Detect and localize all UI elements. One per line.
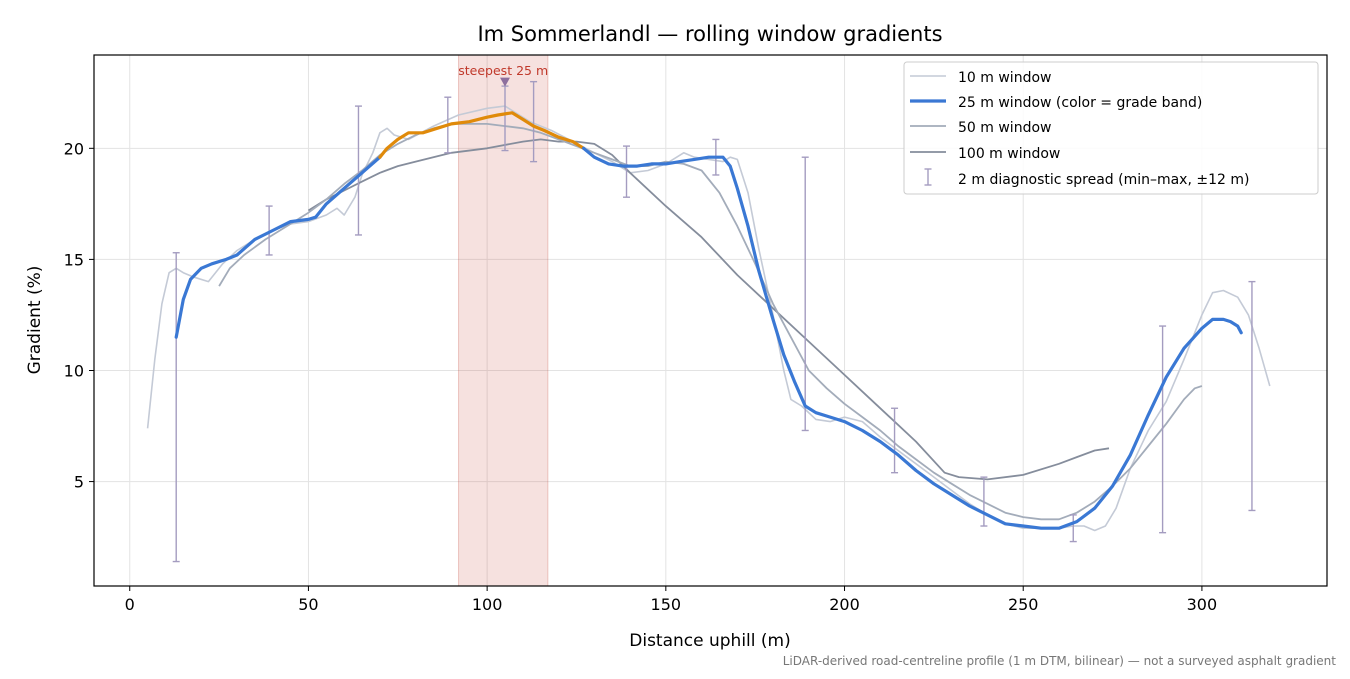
steepest-window-band xyxy=(458,54,549,587)
x-tick-label: 0 xyxy=(125,595,135,614)
y-axis-label: Gradient (%) xyxy=(25,266,45,375)
chart-title: Im Sommerlandl — rolling window gradient… xyxy=(477,22,942,46)
y-tick-label: 5 xyxy=(74,473,84,492)
y-tick-label: 15 xyxy=(64,250,84,269)
error-bar xyxy=(623,145,631,198)
series-line-25m-segment xyxy=(174,155,382,339)
series-line-100m xyxy=(307,138,1110,481)
steepest-marker xyxy=(500,77,510,87)
x-axis-label: Distance uphill (m) xyxy=(629,631,790,651)
legend-label-10m: 10 m window xyxy=(958,70,1051,86)
y-tick-label: 10 xyxy=(64,361,84,380)
legend-label-100m: 100 m window xyxy=(958,146,1060,162)
x-tick-label: 100 xyxy=(472,595,503,614)
steepest-label: steepest 25 m xyxy=(458,63,548,78)
error-bar xyxy=(172,252,180,563)
y-tick-label: 20 xyxy=(64,139,84,158)
error-bar xyxy=(1248,280,1256,512)
footnote: LiDAR-derived road-centreline profile (1… xyxy=(783,654,1337,668)
x-tick-label: 200 xyxy=(829,595,860,614)
error-bar xyxy=(891,407,899,474)
error-bar xyxy=(1069,514,1077,543)
legend-swatch-error-bar xyxy=(924,168,932,186)
legend-label-50m: 50 m window xyxy=(958,120,1051,136)
legend-box xyxy=(903,61,1319,195)
error-bar xyxy=(530,80,538,163)
error-bar xyxy=(980,476,988,527)
error-bar xyxy=(354,105,362,236)
x-tick-label: 250 xyxy=(1008,595,1039,614)
error-bar xyxy=(801,156,809,432)
plot-frame xyxy=(93,54,1328,587)
x-tick-label: 150 xyxy=(651,595,682,614)
series-line-25m-segment xyxy=(582,146,1243,530)
legend-label-25m: 25 m window (color = grade band) xyxy=(958,95,1202,111)
x-tick-label: 300 xyxy=(1187,595,1218,614)
error-bar xyxy=(1159,325,1167,534)
x-tick-label: 50 xyxy=(298,595,318,614)
series-line-25m-segment xyxy=(378,111,586,159)
legend: 10 m window 25 m window (color = grade b… xyxy=(903,61,1319,195)
legend-label-error-bars: 2 m diagnostic spread (min–max, ±12 m) xyxy=(958,172,1249,188)
